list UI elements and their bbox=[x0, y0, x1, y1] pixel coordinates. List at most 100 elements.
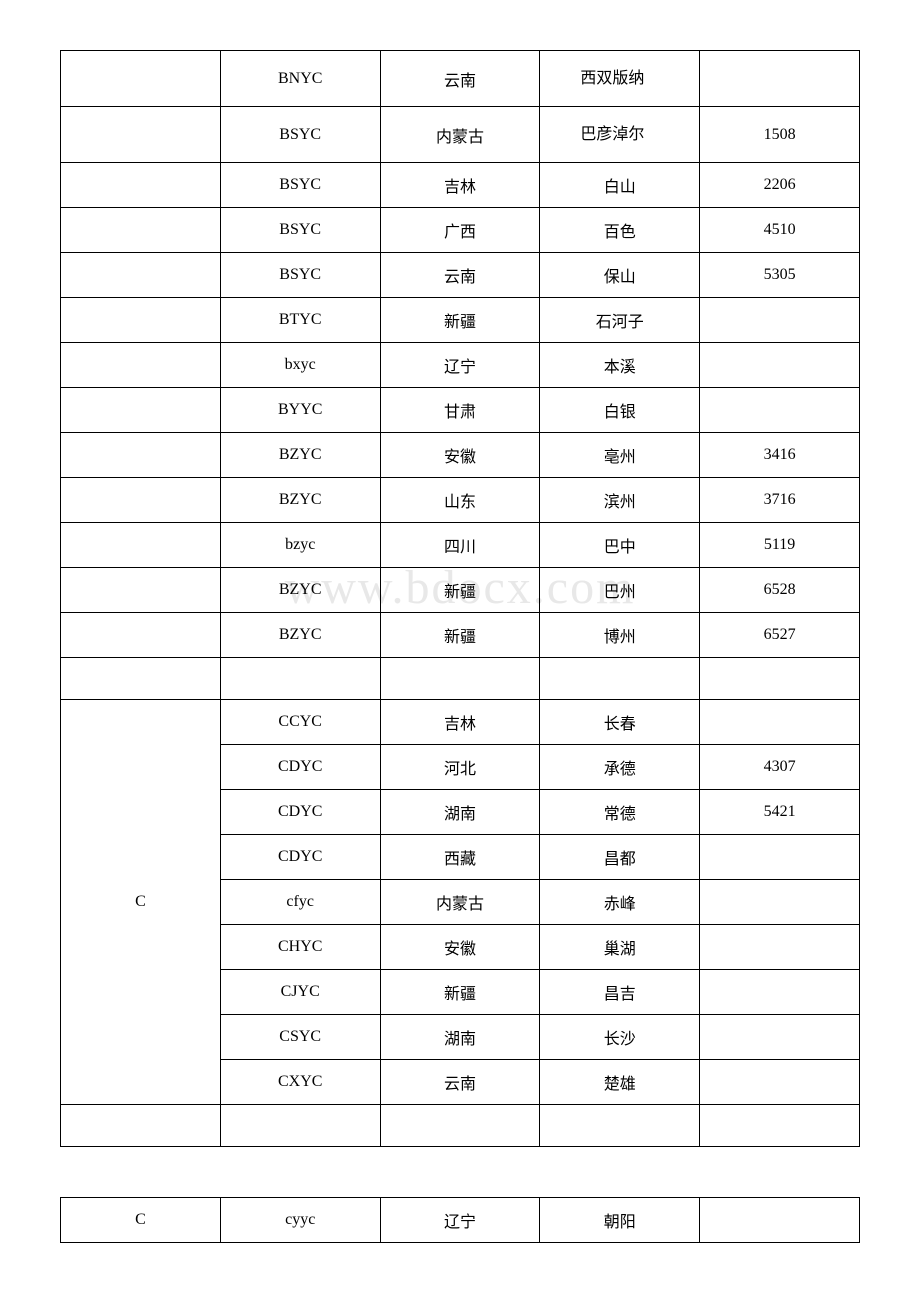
cell-number bbox=[700, 1015, 860, 1060]
cell-province: 西藏 bbox=[380, 835, 540, 880]
cell-code: bxyc bbox=[220, 343, 380, 388]
table-row: BSYC 广西 百色 4510 bbox=[61, 208, 860, 253]
cell-city: 博州 bbox=[540, 613, 700, 658]
table-row: BSYC 云南 保山 5305 bbox=[61, 253, 860, 298]
cell-group bbox=[61, 613, 221, 658]
cell-group bbox=[61, 388, 221, 433]
cell-number bbox=[700, 1198, 860, 1243]
cell bbox=[380, 658, 540, 700]
table-spacer-row bbox=[61, 1105, 860, 1147]
cell-city: 亳州 bbox=[540, 433, 700, 478]
table-row: C CCYC 吉林 长春 bbox=[61, 700, 860, 745]
cell-city: 长春 bbox=[540, 700, 700, 745]
cell-group bbox=[61, 208, 221, 253]
cell-province: 新疆 bbox=[380, 970, 540, 1015]
cell-province: 河北 bbox=[380, 745, 540, 790]
table-row: BZYC 新疆 巴州 6528 bbox=[61, 568, 860, 613]
cell-city: 保山 bbox=[540, 253, 700, 298]
cell-province: 湖南 bbox=[380, 1015, 540, 1060]
cell-province: 吉林 bbox=[380, 163, 540, 208]
cell-number: 5119 bbox=[700, 523, 860, 568]
cell-city: 石河子 bbox=[540, 298, 700, 343]
cell-number: 6527 bbox=[700, 613, 860, 658]
cell-group bbox=[61, 51, 221, 107]
cell-number bbox=[700, 835, 860, 880]
cell-code: CCYC bbox=[220, 700, 380, 745]
table-row: BTYC 新疆 石河子 bbox=[61, 298, 860, 343]
cell-code: BZYC bbox=[220, 568, 380, 613]
cell-province: 湖南 bbox=[380, 790, 540, 835]
cell-city: 朝阳 bbox=[540, 1198, 700, 1243]
cell-number bbox=[700, 880, 860, 925]
cell-province: 内蒙古 bbox=[380, 880, 540, 925]
cell-province: 新疆 bbox=[380, 298, 540, 343]
cell bbox=[220, 1105, 380, 1147]
cell-code: CSYC bbox=[220, 1015, 380, 1060]
table-row: bzyc 四川 巴中 5119 bbox=[61, 523, 860, 568]
cell-province: 辽宁 bbox=[380, 1198, 540, 1243]
cell-number: 4307 bbox=[700, 745, 860, 790]
cell-city: 昌都 bbox=[540, 835, 700, 880]
cell-province: 云南 bbox=[380, 253, 540, 298]
cell-group bbox=[61, 107, 221, 163]
cell-number: 5305 bbox=[700, 253, 860, 298]
cell-code: CXYC bbox=[220, 1060, 380, 1105]
cell-province: 新疆 bbox=[380, 613, 540, 658]
cell-city: 常德 bbox=[540, 790, 700, 835]
cell-group-label: C bbox=[61, 700, 221, 1105]
cell bbox=[540, 658, 700, 700]
cell-group bbox=[61, 523, 221, 568]
table-row: BNYC 云南 西双版纳 bbox=[61, 51, 860, 107]
cell-city: 长沙 bbox=[540, 1015, 700, 1060]
cell bbox=[540, 1105, 700, 1147]
page-content: BNYC 云南 西双版纳 BSYC 内蒙古 巴彦淖尔 1508 BSYC 吉林 … bbox=[60, 50, 860, 1243]
cell-province: 四川 bbox=[380, 523, 540, 568]
cell-code: CJYC bbox=[220, 970, 380, 1015]
cell bbox=[220, 658, 380, 700]
cell-code: bzyc bbox=[220, 523, 380, 568]
cell-city: 本溪 bbox=[540, 343, 700, 388]
cell-number: 5421 bbox=[700, 790, 860, 835]
cell bbox=[380, 1105, 540, 1147]
cell-province: 安徽 bbox=[380, 433, 540, 478]
cell-number: 3716 bbox=[700, 478, 860, 523]
cell-code: BZYC bbox=[220, 613, 380, 658]
cell-city: 百色 bbox=[540, 208, 700, 253]
cell-number bbox=[700, 970, 860, 1015]
cell-province: 安徽 bbox=[380, 925, 540, 970]
cell-number bbox=[700, 700, 860, 745]
cell-group bbox=[61, 478, 221, 523]
cell-province: 山东 bbox=[380, 478, 540, 523]
table-row: BYYC 甘肃 白银 bbox=[61, 388, 860, 433]
cell-province: 吉林 bbox=[380, 700, 540, 745]
cell-city: 巢湖 bbox=[540, 925, 700, 970]
table-row: BZYC 山东 滨州 3716 bbox=[61, 478, 860, 523]
table-row: BZYC 新疆 博州 6527 bbox=[61, 613, 860, 658]
cell-number: 1508 bbox=[700, 107, 860, 163]
cell-city: 昌吉 bbox=[540, 970, 700, 1015]
cell-city: 西双版纳 bbox=[540, 51, 700, 107]
cell-province: 甘肃 bbox=[380, 388, 540, 433]
cell-province: 内蒙古 bbox=[380, 107, 540, 163]
cell-code: CDYC bbox=[220, 745, 380, 790]
cell-city: 承德 bbox=[540, 745, 700, 790]
cell-city: 楚雄 bbox=[540, 1060, 700, 1105]
cell-code: BSYC bbox=[220, 208, 380, 253]
cell-city: 滨州 bbox=[540, 478, 700, 523]
cell-number: 2206 bbox=[700, 163, 860, 208]
cell-number: 4510 bbox=[700, 208, 860, 253]
cell-code: BZYC bbox=[220, 433, 380, 478]
cell-code: BZYC bbox=[220, 478, 380, 523]
cell-number bbox=[700, 343, 860, 388]
table-row: BSYC 吉林 白山 2206 bbox=[61, 163, 860, 208]
cell-code: cyyc bbox=[220, 1198, 380, 1243]
cell-group bbox=[61, 433, 221, 478]
cell-code: BNYC bbox=[220, 51, 380, 107]
cell-group bbox=[61, 253, 221, 298]
cell bbox=[61, 658, 221, 700]
table-row: BZYC 安徽 亳州 3416 bbox=[61, 433, 860, 478]
cell-province: 新疆 bbox=[380, 568, 540, 613]
cell-province: 辽宁 bbox=[380, 343, 540, 388]
table-row: BSYC 内蒙古 巴彦淖尔 1508 bbox=[61, 107, 860, 163]
cell-group bbox=[61, 298, 221, 343]
